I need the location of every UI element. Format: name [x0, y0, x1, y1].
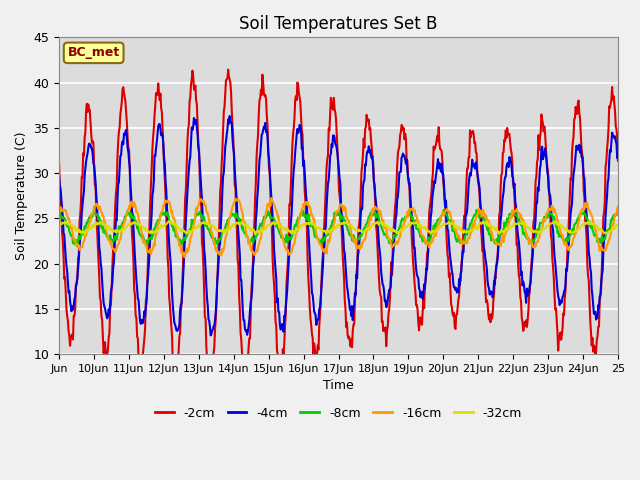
- Line: -2cm: -2cm: [59, 70, 618, 382]
- -8cm: [253, 233, 260, 239]
- -2cm: [429, 171, 436, 177]
- -4cm: [226, 113, 234, 119]
- -32cm: [165, 218, 173, 224]
- Line: -16cm: -16cm: [59, 198, 618, 257]
- -2cm: [225, 67, 232, 72]
- -8cm: [122, 213, 129, 219]
- -16cm: [252, 249, 260, 255]
- -16cm: [121, 217, 129, 223]
- -16cm: [274, 215, 282, 220]
- -32cm: [252, 232, 259, 238]
- X-axis label: Time: Time: [323, 379, 354, 392]
- -8cm: [429, 229, 436, 235]
- -2cm: [253, 154, 260, 159]
- -4cm: [225, 117, 232, 122]
- -8cm: [177, 243, 185, 249]
- -32cm: [274, 221, 282, 227]
- -8cm: [614, 207, 622, 213]
- Y-axis label: Soil Temperature (C): Soil Temperature (C): [15, 132, 28, 260]
- -8cm: [225, 215, 233, 221]
- Text: BC_met: BC_met: [68, 47, 120, 60]
- -2cm: [397, 122, 405, 128]
- Legend: -2cm, -4cm, -8cm, -16cm, -32cm: -2cm, -4cm, -8cm, -16cm, -32cm: [150, 402, 527, 424]
- -8cm: [55, 212, 63, 217]
- -8cm: [274, 225, 282, 230]
- -16cm: [397, 227, 405, 232]
- -16cm: [55, 209, 63, 215]
- -4cm: [397, 155, 405, 161]
- -4cm: [274, 296, 282, 301]
- -32cm: [397, 227, 405, 233]
- -4cm: [55, 174, 63, 180]
- Line: -8cm: -8cm: [59, 207, 618, 246]
- -32cm: [55, 223, 63, 228]
- Line: -32cm: -32cm: [59, 221, 618, 235]
- -4cm: [121, 132, 129, 138]
- -16cm: [268, 195, 275, 201]
- -2cm: [274, 352, 282, 358]
- -16cm: [429, 238, 436, 244]
- -16cm: [225, 223, 232, 228]
- -8cm: [397, 217, 405, 223]
- -32cm: [429, 228, 436, 234]
- -2cm: [121, 94, 129, 100]
- -4cm: [207, 333, 214, 338]
- -2cm: [207, 379, 214, 385]
- Line: -4cm: -4cm: [59, 116, 618, 336]
- -32cm: [121, 225, 129, 230]
- -4cm: [429, 190, 436, 195]
- -2cm: [614, 158, 622, 164]
- -32cm: [225, 228, 232, 234]
- -16cm: [180, 254, 188, 260]
- -4cm: [614, 154, 622, 160]
- -16cm: [614, 204, 622, 209]
- -2cm: [55, 162, 63, 168]
- -32cm: [614, 222, 622, 228]
- -8cm: [90, 204, 98, 210]
- -32cm: [253, 228, 260, 234]
- -2cm: [225, 73, 233, 79]
- Title: Soil Temperatures Set B: Soil Temperatures Set B: [239, 15, 438, 33]
- -4cm: [253, 209, 260, 215]
